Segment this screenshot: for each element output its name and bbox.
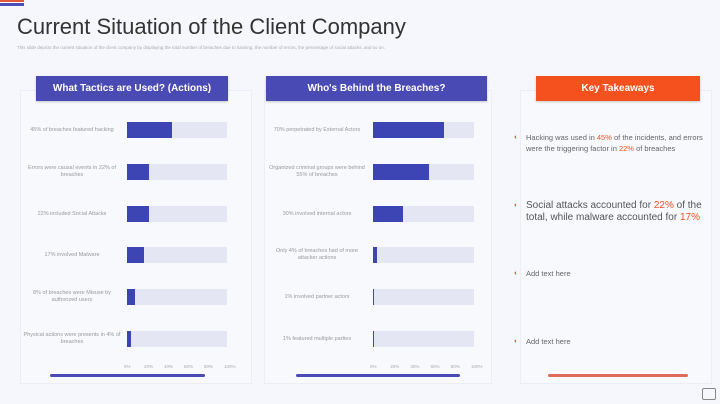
bar-label: 17% involved Malware xyxy=(44,251,100,258)
takeaway-text: Hacking was used in 45% of the incidents… xyxy=(526,132,704,154)
page-title: Current Situation of the Client Company xyxy=(17,14,406,39)
takeaway-text: Add text here xyxy=(526,336,571,347)
takeaways-panel xyxy=(520,90,712,384)
bullet-icon: ◐ xyxy=(514,270,519,277)
takeaway-item: ◐ Hacking was used in 45% of the incident… xyxy=(514,132,704,154)
bar-label: Organized criminal groups were behind 55… xyxy=(269,165,365,178)
text-fragment: of the incidents, and errors were the tr… xyxy=(526,133,703,153)
axis-tick-label: 100% xyxy=(224,364,236,369)
bar-label: 1% involved partner actors xyxy=(284,293,350,300)
text-fragment: Hacking was used in xyxy=(526,133,597,142)
takeaway-item: ◐ Social attacks accounted for 22% of the… xyxy=(514,200,704,224)
bar-label: 22% included Social Attacks xyxy=(37,210,107,217)
bar-label: Only 4% of breaches had of more attacker… xyxy=(276,248,358,261)
axis-tick-label: 0% xyxy=(124,364,131,369)
text-fragment: of breaches xyxy=(633,144,676,153)
bar-label: 1% featured multiple parties xyxy=(282,335,352,342)
axis-tick-label: 80% xyxy=(204,364,214,369)
tactics-header: What Tactics are Used? (Actions) xyxy=(36,76,228,101)
bar xyxy=(127,289,135,305)
takeaway-text: Add text here xyxy=(526,268,571,279)
text-fragment: Social attacks accounted for xyxy=(526,200,654,211)
bar xyxy=(127,206,149,222)
takeaway-item: ◐ Add text here xyxy=(514,336,704,347)
highlight-value: 22% xyxy=(618,144,634,153)
axis-tick-label: 100% xyxy=(471,364,483,369)
breaches-underline xyxy=(296,374,460,377)
bar-track xyxy=(373,164,474,180)
text-fragment: Add text here xyxy=(526,269,571,278)
bar-label: 30% involved internal actors xyxy=(282,210,352,217)
bar xyxy=(127,331,131,347)
axis-tick-label: 60% xyxy=(184,364,194,369)
axis-tick-label: 80% xyxy=(450,364,460,369)
tactics-underline xyxy=(50,374,205,377)
bar xyxy=(127,122,172,138)
bar xyxy=(127,164,149,180)
bar-track xyxy=(373,289,474,305)
bar-track xyxy=(127,247,227,263)
bar-label: Physical actions were presents in 4% of … xyxy=(23,332,121,345)
bar-track xyxy=(373,247,474,263)
takeaway-item: ◐ Add text here xyxy=(514,268,704,279)
bar xyxy=(373,247,378,263)
axis-tick-label: 60% xyxy=(430,364,440,369)
bar-track xyxy=(127,164,227,180)
bar xyxy=(373,331,374,347)
bullet-icon: ◐ xyxy=(514,202,519,209)
text-fragment: of the total, while malware accounted fo… xyxy=(526,200,702,223)
bar-track xyxy=(127,289,227,305)
bullet-icon: ◐ xyxy=(514,338,519,345)
bar-track xyxy=(373,331,474,347)
highlight-value: 17% xyxy=(679,212,700,223)
bar-track xyxy=(127,122,227,138)
breaches-header: Who's Behind the Breaches? xyxy=(266,76,487,101)
bar-track xyxy=(127,206,227,222)
flag-decoration xyxy=(0,0,24,6)
bar xyxy=(373,122,444,138)
bar-label: 70% perpetrated by External Actors xyxy=(273,126,361,133)
text-fragment: Add text here xyxy=(526,337,571,346)
highlight-value: 45% xyxy=(596,133,612,142)
axis-tick-label: 20% xyxy=(390,364,400,369)
bar-label: 8% of breaches were Misuse by authorized… xyxy=(33,290,111,303)
axis-tick-label: 40% xyxy=(164,364,174,369)
takeaways-header: Key Takeaways xyxy=(536,76,700,101)
comment-icon[interactable] xyxy=(702,388,716,400)
bar xyxy=(127,247,144,263)
highlight-value: 22% xyxy=(653,200,674,211)
axis-tick-label: 20% xyxy=(144,364,154,369)
bullet-icon: ◐ xyxy=(514,134,519,141)
bar-label: 45% of breaches featured hacking xyxy=(30,126,114,133)
axis-tick-label: 40% xyxy=(410,364,420,369)
bar xyxy=(373,164,429,180)
page-subtitle: This slide depicts the current situation… xyxy=(17,45,385,50)
bar-track xyxy=(127,331,227,347)
bar xyxy=(373,289,374,305)
bar-track xyxy=(373,206,474,222)
bar xyxy=(373,206,404,222)
bar-track xyxy=(373,122,474,138)
bar-label: Errors were causal events in 22% of brea… xyxy=(27,165,117,178)
axis-tick-label: 0% xyxy=(370,364,377,369)
takeaways-underline xyxy=(548,374,688,377)
takeaway-text: Social attacks accounted for 22% of the … xyxy=(526,200,704,224)
